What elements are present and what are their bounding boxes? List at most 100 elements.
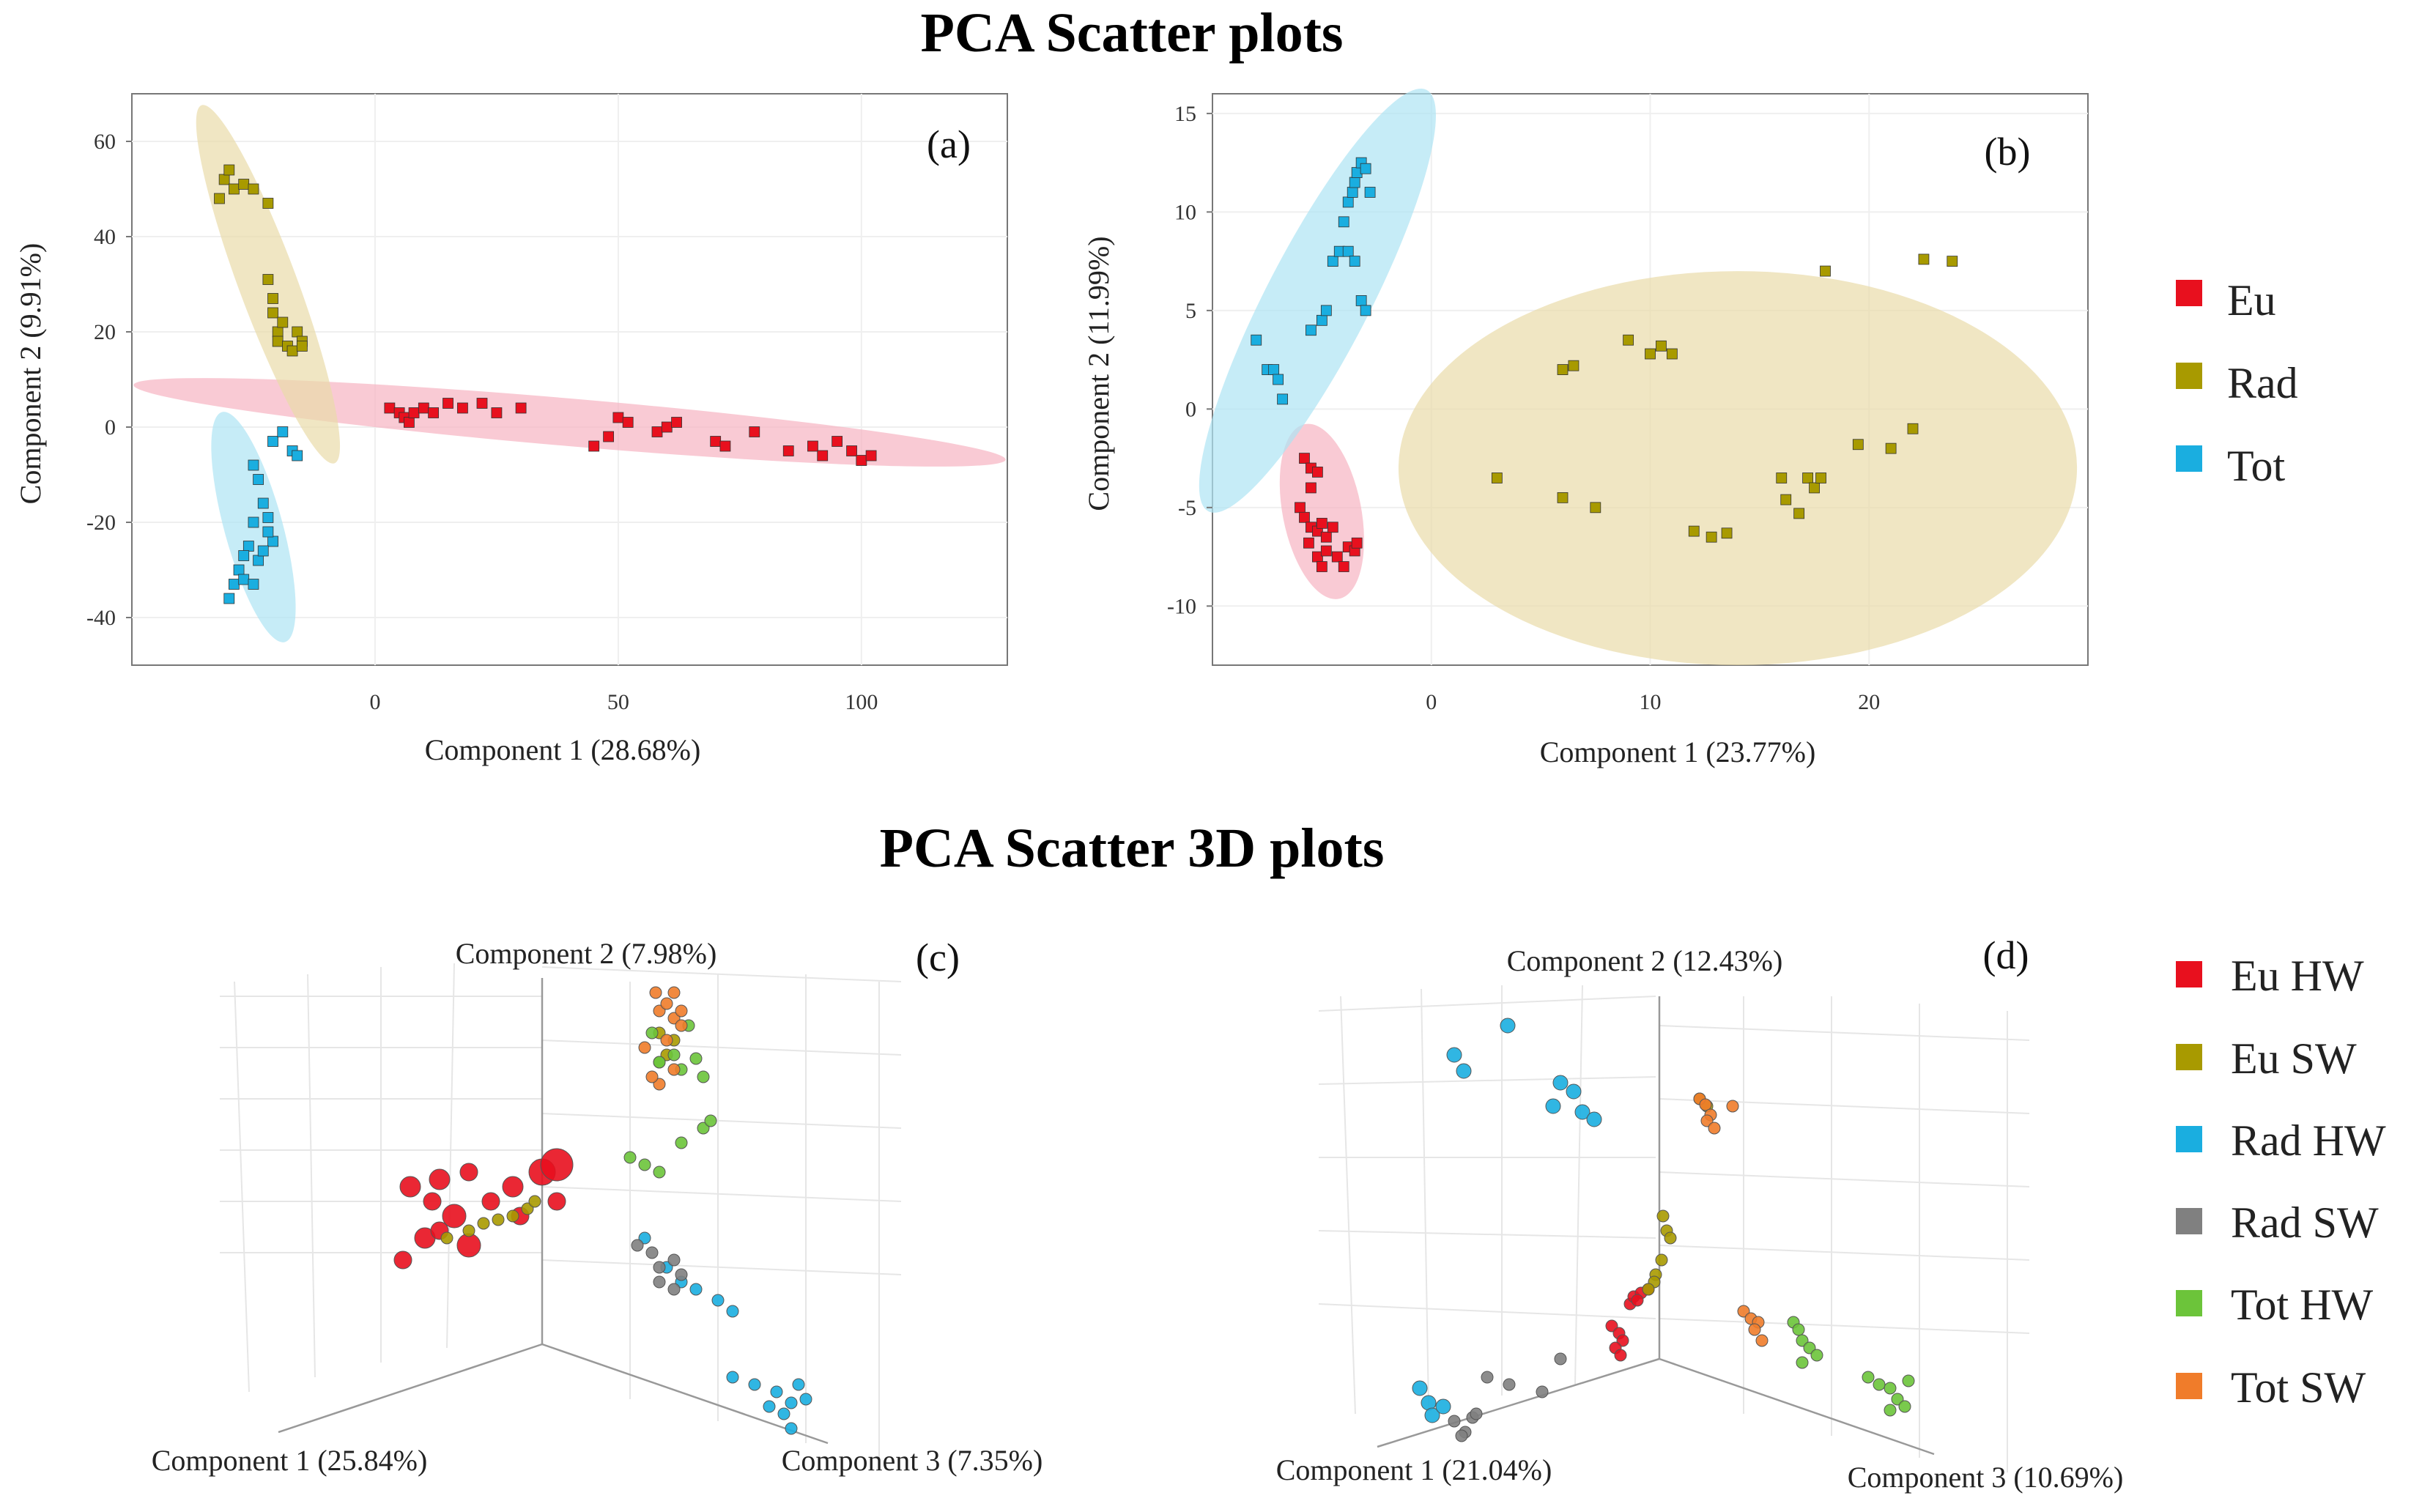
legend-label-eu-hw: Eu HW [2231,952,2364,1000]
point-rad [1656,340,1667,352]
point-rad-hw [785,1422,798,1435]
point-rad [1802,472,1814,483]
point-eu-hw [1614,1349,1627,1362]
point-rad [1557,364,1569,375]
point-rad [1885,442,1897,454]
point-eu-hw [1631,1294,1644,1307]
legend-label-tot-sw: Tot SW [2231,1363,2366,1412]
point-rad-sw [653,1275,666,1289]
point-tot [1316,314,1327,326]
point-rad-sw [1503,1378,1516,1391]
point-eu [1295,502,1306,514]
point-rad-hw [1566,1083,1582,1100]
point-tot-sw [1699,1098,1712,1111]
point-tot-hw [689,1052,703,1065]
point-tot [1306,325,1316,336]
point-tot-sw [675,1004,688,1018]
point-rad-hw [1435,1398,1451,1415]
point-eu [1338,561,1349,572]
point-tot [1273,374,1284,385]
point-eu-hw [423,1192,442,1211]
legend-bottom: Eu HW Eu SW Rad HW Rad SW Tot HW Tot SW [2176,952,2386,1412]
point-tot [262,512,274,523]
point-eu [622,417,634,428]
point-eu-hw [459,1163,478,1182]
point-rad [1688,525,1700,537]
point-tot-hw [1873,1378,1886,1391]
point-tot-hw [1884,1404,1897,1417]
point-tot-hw [1884,1382,1897,1395]
point-rad [248,183,259,195]
point-eu-sw [506,1209,519,1223]
point-rad [1820,265,1831,277]
point-eu-hw [399,1176,421,1198]
point-eu [603,431,615,442]
point-rad-hw [770,1385,783,1398]
point-tot [1360,305,1371,316]
point-eu-sw [492,1213,505,1226]
point-rad-hw [1446,1047,1462,1063]
point-eu-hw [540,1148,574,1182]
point-tot-hw [653,1056,666,1069]
point-eu [428,407,440,418]
top-title: PCA Scatter plots [921,2,1344,64]
point-tot [253,555,264,566]
panel-a-label: (a) [927,122,971,166]
legend-swatch-eu-sw [2176,1044,2202,1070]
point-eu [671,417,682,428]
point-rad-hw [1574,1104,1590,1120]
point-rad [262,274,274,285]
point-eu [856,455,867,466]
point-eu-sw [477,1217,490,1230]
point-tot-hw [645,1026,659,1040]
point-rad [296,341,308,352]
y-tick-label: 40 [94,225,116,249]
point-rad-hw [1552,1075,1569,1091]
point-rad-hw [689,1283,703,1296]
point-eu-sw [440,1231,453,1245]
point-rad-sw [1455,1429,1468,1442]
point-tot-sw [667,1063,681,1076]
panel-c-axis1-label: Component 1 (25.84%) [152,1444,428,1477]
point-rad [1815,472,1826,483]
point-eu [612,412,624,423]
point-eu [404,417,415,428]
point-rad-sw [1448,1415,1461,1428]
point-eu [1303,537,1314,549]
point-rad [1590,502,1601,514]
point-rad [223,164,235,176]
point-tot [248,579,259,590]
point-tot [223,593,235,604]
point-eu-hw [547,1192,566,1211]
point-tot [1277,393,1288,405]
point-rad [1918,253,1930,265]
y-tick-label: 15 [1174,102,1196,126]
legend-swatch-eu [2176,280,2202,306]
point-eu [865,450,877,462]
point-rad [1623,334,1634,346]
y-tick-label: 20 [94,320,116,344]
point-rad [1776,472,1788,483]
point-tot-hw [623,1151,637,1164]
point-tot [1364,187,1376,198]
y-tick-label: 5 [1185,299,1196,323]
point-rad [238,179,250,190]
point-eu-sw [1655,1253,1668,1267]
x-tick-label: 100 [845,690,878,714]
point-tot-sw [660,1034,673,1047]
point-eu [515,402,527,414]
point-tot [267,436,278,447]
panel-c-label: (c) [916,935,960,979]
point-rad-sw [645,1246,659,1259]
point-tot-hw [1898,1400,1911,1413]
point-tot [1338,216,1349,228]
point-eu [1299,453,1310,464]
point-eu [782,445,794,456]
point-tot-hw [638,1158,651,1171]
point-rad [1852,439,1864,451]
point-tot-sw [660,997,673,1010]
point-eu [749,426,760,437]
point-rad-sw [1536,1385,1549,1398]
point-tot-hw [675,1136,688,1149]
point-eu-hw [393,1250,412,1270]
